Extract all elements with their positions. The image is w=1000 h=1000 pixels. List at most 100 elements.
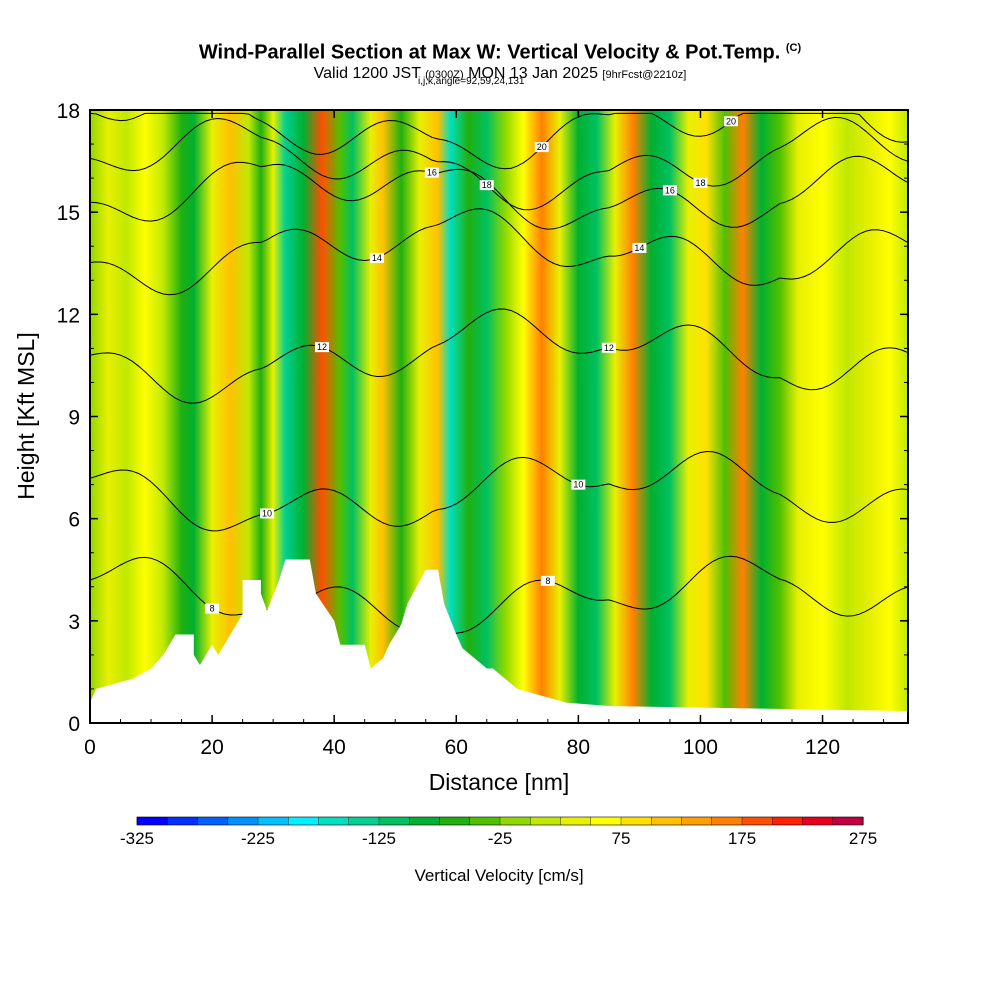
- colorbar-swatch: [772, 817, 804, 825]
- colorbar-swatch: [711, 817, 743, 825]
- contour-label-10-1: 10: [573, 480, 583, 490]
- x-tick-label-120: 120: [805, 736, 840, 759]
- valid-time-line: Valid 1200 JST (0300Z) MON 13 Jan 2025 […: [0, 65, 1000, 84]
- contour-label-20-1: 20: [726, 116, 736, 126]
- colorbar-swatch: [530, 817, 562, 825]
- colorbar-tick-label: 175: [728, 829, 756, 848]
- colorbar-swatch: [409, 817, 441, 825]
- y-tick-label-18: 18: [57, 100, 80, 123]
- colorbar-swatch: [258, 817, 289, 825]
- forecast-note: [9hrFcst@2210z]: [602, 68, 687, 81]
- colorbar-swatch: [439, 817, 471, 825]
- contour-label-8-0: 8: [210, 604, 215, 614]
- colorbar-tick-label: -25: [488, 829, 513, 848]
- colorbar-swatch: [500, 817, 531, 825]
- y-axis-title: Height [Kft MSL]: [13, 332, 39, 499]
- contour-label-8-1: 8: [545, 576, 550, 586]
- contour-line-18: [90, 116, 908, 211]
- contour-label-20-0: 20: [537, 142, 547, 152]
- potential-temperature-contours: 8 8 10 10 12 12 14 14 16 16 18 18 20 20: [90, 112, 908, 634]
- contour-label-bg: [369, 252, 384, 263]
- contour-label-bg: [632, 242, 647, 253]
- colorbar-swatch: [590, 817, 622, 825]
- colorbar-swatch: [742, 817, 773, 825]
- contour-line-8: [90, 555, 908, 634]
- colorbar-swatch: [197, 817, 229, 825]
- x-tick-label-60: 60: [445, 736, 468, 759]
- colorbar-swatch: [288, 817, 320, 825]
- contour-label-12-0: 12: [317, 342, 327, 352]
- contour-line-20: [90, 112, 908, 170]
- colorbar-swatch: [379, 817, 410, 825]
- contour-label-bg: [479, 180, 494, 191]
- contour-label-14-1: 14: [634, 243, 644, 253]
- x-tick-label-100: 100: [683, 736, 718, 759]
- contour-label-16-0: 16: [427, 168, 437, 178]
- contour-label-bg: [693, 177, 708, 188]
- contour-label-18-0: 18: [482, 180, 492, 190]
- x-tick-label-20: 20: [200, 736, 223, 759]
- contour-label-bg: [424, 167, 439, 178]
- valid-prefix: Valid 1200 JST: [313, 64, 421, 82]
- colorbar-tick-label: 275: [849, 829, 877, 848]
- contour-label-10-0: 10: [262, 508, 272, 518]
- y-tick-label-0: 0: [68, 713, 80, 736]
- colorbar-swatch: [621, 817, 652, 825]
- colorbar-swatch: [227, 817, 259, 825]
- colorbar-swatch: [348, 817, 380, 825]
- x-axis-title: Distance [nm]: [429, 769, 570, 795]
- y-tick-label-12: 12: [57, 304, 80, 327]
- y-tick-label-15: 15: [57, 202, 80, 225]
- x-tick-label-40: 40: [322, 736, 345, 759]
- colorbar-swatch: [469, 817, 501, 825]
- y-tick-label-3: 3: [68, 611, 80, 634]
- plot-area: 8 8 10 10 12 12 14 14 16 16 18 18 20 20: [90, 110, 908, 723]
- contour-line-10: [90, 450, 908, 532]
- title-tag: (C): [785, 42, 802, 54]
- colorbar-swatch: [167, 817, 199, 825]
- contour-label-bg: [662, 185, 677, 196]
- chart-title: Wind-Parallel Section at Max W: Vertical…: [0, 36, 1000, 65]
- contour-label-18-1: 18: [695, 178, 705, 188]
- x-axis: 0 20 40 60 80 100 120: [84, 110, 885, 759]
- contour-label-bg: [260, 508, 275, 519]
- colorbar-swatch: [802, 817, 834, 825]
- x-tick-label-0: 0: [84, 736, 96, 759]
- colorbar-swatch: [651, 817, 683, 825]
- colorbar: -325 -225 -125 -25 75 175 275: [120, 816, 877, 848]
- contour-line-16: [90, 155, 908, 230]
- chart-header: Wind-Parallel Section at Max W: Vertical…: [0, 36, 1000, 84]
- colorbar-swatch: [318, 817, 350, 825]
- contour-line-12: [90, 308, 908, 404]
- colorbar-tick-label: 75: [612, 829, 631, 848]
- colorbar-swatch: [681, 817, 713, 825]
- colorbar-tick-label: -225: [241, 829, 275, 848]
- x-tick-label-80: 80: [567, 736, 590, 759]
- colorbar-swatch: [137, 817, 168, 825]
- colorbar-title: Vertical Velocity [cm/s]: [414, 866, 583, 885]
- colorbar-swatch: [832, 817, 864, 825]
- colorbar-tick-label: -325: [120, 829, 154, 848]
- contour-label-bg: [314, 342, 329, 353]
- contour-label-bg: [723, 116, 738, 127]
- y-tick-label-9: 9: [68, 407, 80, 430]
- title-text: Wind-Parallel Section at Max W: Vertical…: [198, 41, 781, 64]
- y-axis: 0 3 6 9 12 15 18: [57, 100, 908, 736]
- y-tick-label-6: 6: [68, 509, 80, 532]
- contour-label-14-0: 14: [372, 253, 382, 263]
- contour-label-16-1: 16: [665, 185, 675, 195]
- contour-label-bg: [205, 603, 220, 614]
- terrain: [90, 559, 908, 723]
- contour-label-bg: [540, 575, 555, 586]
- contour-label-bg: [601, 342, 616, 353]
- grid-index-line: i,j,k,angle=92,59,24,131: [418, 76, 525, 87]
- colorbar-swatch: [560, 817, 592, 825]
- contour-label-bg: [571, 479, 586, 490]
- valid-date: MON 13 Jan 2025: [468, 64, 598, 82]
- contour-line-14: [90, 208, 908, 296]
- contour-label-12-1: 12: [604, 343, 614, 353]
- vertical-velocity-field: [90, 110, 908, 723]
- contour-label-bg: [534, 142, 549, 153]
- colorbar-tick-label: -125: [362, 829, 396, 848]
